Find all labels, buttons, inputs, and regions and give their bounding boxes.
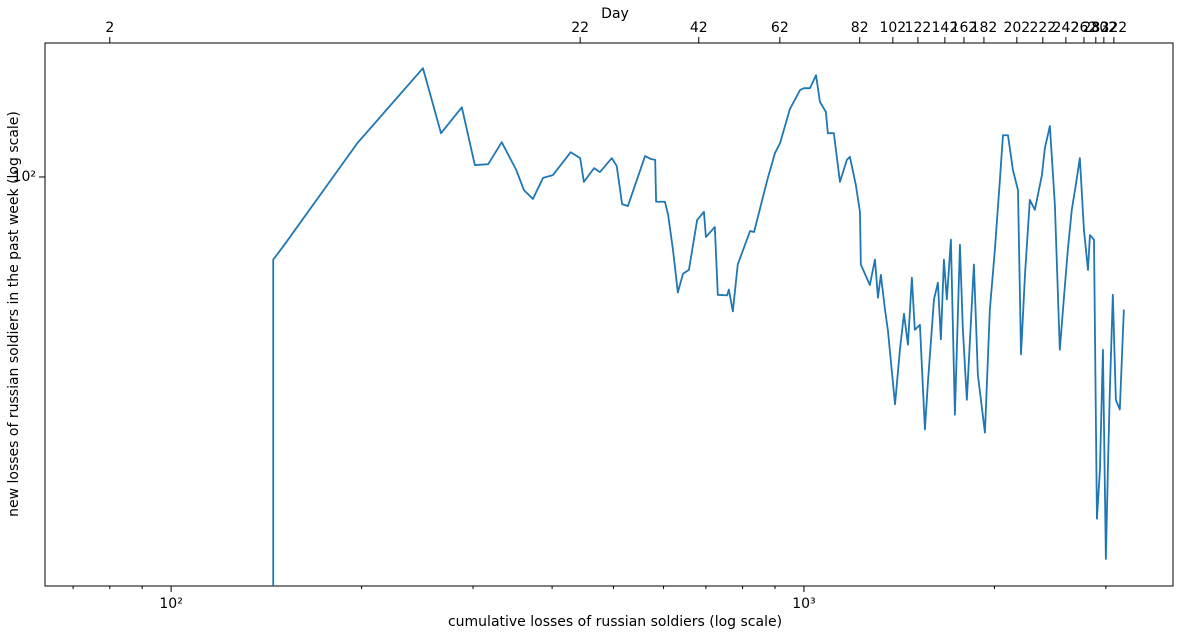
top-tick-label: 2	[105, 20, 114, 36]
y-tick-label: 10²	[13, 169, 36, 185]
data-line	[272, 67, 1125, 586]
x-axis-label: cumulative losses of russian soldiers (l…	[448, 614, 782, 630]
top-tick-label: 282	[1082, 20, 1109, 36]
top-tick-label: 222	[1029, 20, 1056, 36]
top-tick-label: 322	[1100, 20, 1127, 36]
top-tick-label: 42	[690, 20, 708, 36]
top-tick-label: 242	[1053, 20, 1080, 36]
top-tick-label: 202	[1003, 20, 1030, 36]
plot-frame	[44, 42, 1174, 587]
top-tick-label: 182	[971, 20, 998, 36]
top-tick-label: 62	[771, 20, 789, 36]
top-tick-label: 22	[571, 20, 589, 36]
y-axis-label: new losses of russian soldiers in the pa…	[6, 111, 22, 517]
top-tick-label: 82	[851, 20, 869, 36]
top-tick-label: 302	[1090, 20, 1117, 36]
top-tick-label: 162	[951, 20, 978, 36]
x-tick-label: 10²	[159, 596, 182, 612]
top-axis-label: Day	[601, 6, 629, 22]
top-tick-label: 122	[905, 20, 932, 36]
top-tick-label: 262	[1071, 20, 1098, 36]
x-tick-label: 10³	[792, 596, 815, 612]
top-tick-label: 102	[879, 20, 906, 36]
top-tick-label: 142	[932, 20, 959, 36]
